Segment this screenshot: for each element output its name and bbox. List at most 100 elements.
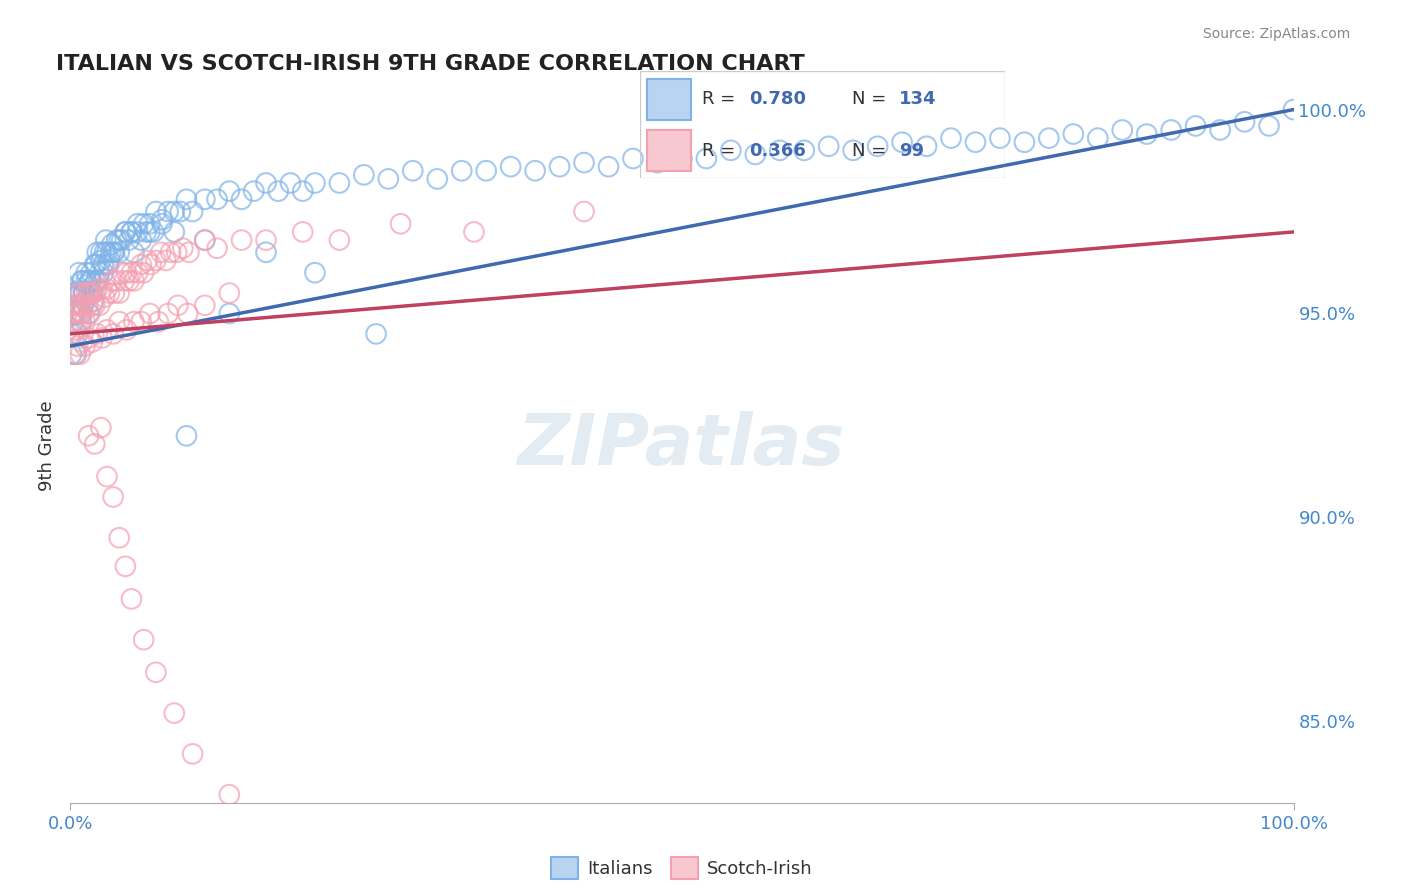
Point <box>115 266 138 280</box>
Point <box>304 266 326 280</box>
Point <box>150 212 173 227</box>
Point <box>69 298 91 312</box>
Point <box>177 306 200 320</box>
Point <box>988 131 1011 145</box>
Point <box>218 306 240 320</box>
Point <box>66 315 89 329</box>
Point <box>65 298 87 312</box>
Point <box>77 331 100 345</box>
Point <box>177 245 200 260</box>
Text: R =: R = <box>702 142 741 160</box>
Point <box>218 286 240 301</box>
Point <box>291 184 314 198</box>
Point <box>105 274 128 288</box>
Point <box>90 253 112 268</box>
Point <box>139 217 162 231</box>
Point <box>96 282 118 296</box>
Point <box>118 274 141 288</box>
Point <box>159 245 181 260</box>
Point <box>93 290 115 304</box>
Point <box>96 245 118 260</box>
Point <box>87 274 110 288</box>
Point <box>139 258 162 272</box>
Text: ITALIAN VS SCOTCH-IRISH 9TH GRADE CORRELATION CHART: ITALIAN VS SCOTCH-IRISH 9TH GRADE CORREL… <box>56 54 806 73</box>
Point <box>77 306 100 320</box>
Point <box>86 326 108 341</box>
Point <box>80 286 103 301</box>
Point <box>69 286 91 301</box>
Point <box>101 245 124 260</box>
Text: 99: 99 <box>900 142 924 160</box>
Point <box>231 192 253 206</box>
Point <box>127 266 149 280</box>
Point <box>939 131 962 145</box>
Point <box>63 323 86 337</box>
Point <box>402 163 425 178</box>
Point <box>842 144 865 158</box>
Point <box>218 184 240 198</box>
Point <box>103 245 125 260</box>
Point <box>72 306 94 320</box>
Text: Source: ZipAtlas.com: Source: ZipAtlas.com <box>1202 27 1350 41</box>
Point <box>75 266 97 280</box>
Point <box>1282 103 1305 117</box>
Y-axis label: 9th Grade: 9th Grade <box>38 401 56 491</box>
Point <box>194 298 217 312</box>
Point <box>66 286 89 301</box>
Point <box>136 253 159 268</box>
Point <box>108 315 131 329</box>
Point <box>98 286 121 301</box>
Point <box>79 274 101 288</box>
Point <box>122 315 145 329</box>
Point <box>93 245 115 260</box>
Point <box>157 306 180 320</box>
Point <box>621 152 644 166</box>
Point <box>69 347 91 361</box>
Point <box>101 326 124 341</box>
Point <box>89 298 111 312</box>
Legend: Italians, Scotch-Irish: Italians, Scotch-Irish <box>544 850 820 887</box>
Point <box>76 277 98 292</box>
Point <box>572 155 595 169</box>
Point <box>132 632 155 647</box>
Point <box>80 266 103 280</box>
Point <box>129 258 152 272</box>
Point <box>1258 119 1281 133</box>
Point <box>891 135 914 149</box>
Point <box>83 258 105 272</box>
Point <box>70 286 93 301</box>
Point <box>63 306 86 320</box>
Point <box>79 306 101 320</box>
Point <box>80 274 103 288</box>
Point <box>475 163 498 178</box>
Point <box>72 334 94 349</box>
Point <box>63 315 86 329</box>
Point <box>572 204 595 219</box>
Point <box>1038 131 1060 145</box>
Point <box>218 788 240 802</box>
Point <box>1014 135 1036 149</box>
Point <box>62 315 84 329</box>
Text: ZIPatlas: ZIPatlas <box>519 411 845 481</box>
Point <box>121 591 143 606</box>
Point <box>163 706 186 720</box>
Point <box>70 306 93 320</box>
Point <box>76 298 98 312</box>
Point <box>122 245 145 260</box>
Point <box>194 192 217 206</box>
Point <box>1209 123 1232 137</box>
Point <box>82 286 104 301</box>
Point <box>94 233 117 247</box>
Text: N =: N = <box>852 142 891 160</box>
Point <box>205 241 228 255</box>
Point <box>499 160 522 174</box>
Point <box>817 139 839 153</box>
Point <box>1087 131 1109 145</box>
Point <box>254 245 277 260</box>
Point <box>105 233 128 247</box>
Point <box>60 347 83 361</box>
Point <box>426 172 449 186</box>
Point <box>66 339 89 353</box>
Point <box>83 437 105 451</box>
Point <box>166 245 188 260</box>
